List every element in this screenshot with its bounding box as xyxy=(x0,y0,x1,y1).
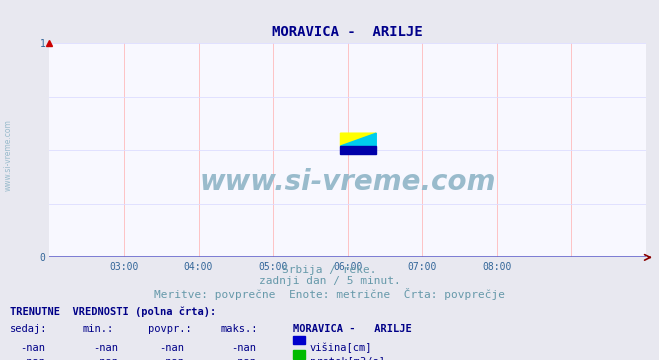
Text: -nan: -nan xyxy=(93,343,118,353)
Text: sedaj:: sedaj: xyxy=(10,324,47,334)
Polygon shape xyxy=(341,133,376,146)
Text: Meritve: povprečne  Enote: metrične  Črta: povprečje: Meritve: povprečne Enote: metrične Črta:… xyxy=(154,288,505,300)
Text: www.si-vreme.com: www.si-vreme.com xyxy=(200,168,496,197)
Text: pretok[m3/s]: pretok[m3/s] xyxy=(310,357,385,360)
Title: MORAVICA -  ARILJE: MORAVICA - ARILJE xyxy=(272,25,423,39)
Text: zadnji dan / 5 minut.: zadnji dan / 5 minut. xyxy=(258,276,401,287)
Polygon shape xyxy=(341,133,376,146)
Text: -nan: -nan xyxy=(231,357,256,360)
Text: višina[cm]: višina[cm] xyxy=(310,343,372,353)
Text: Srbija / reke.: Srbija / reke. xyxy=(282,265,377,275)
Text: povpr.:: povpr.: xyxy=(148,324,192,334)
Text: maks.:: maks.: xyxy=(221,324,258,334)
Text: -nan: -nan xyxy=(159,357,184,360)
Text: www.si-vreme.com: www.si-vreme.com xyxy=(3,119,13,191)
Text: MORAVICA -   ARILJE: MORAVICA - ARILJE xyxy=(293,324,412,334)
Text: TRENUTNE  VREDNOSTI (polna črta):: TRENUTNE VREDNOSTI (polna črta): xyxy=(10,307,216,317)
Text: -nan: -nan xyxy=(93,357,118,360)
Text: -nan: -nan xyxy=(20,357,45,360)
Text: -nan: -nan xyxy=(159,343,184,353)
Text: -nan: -nan xyxy=(20,343,45,353)
Text: -nan: -nan xyxy=(231,343,256,353)
Text: min.:: min.: xyxy=(82,324,113,334)
Bar xyxy=(341,146,376,154)
